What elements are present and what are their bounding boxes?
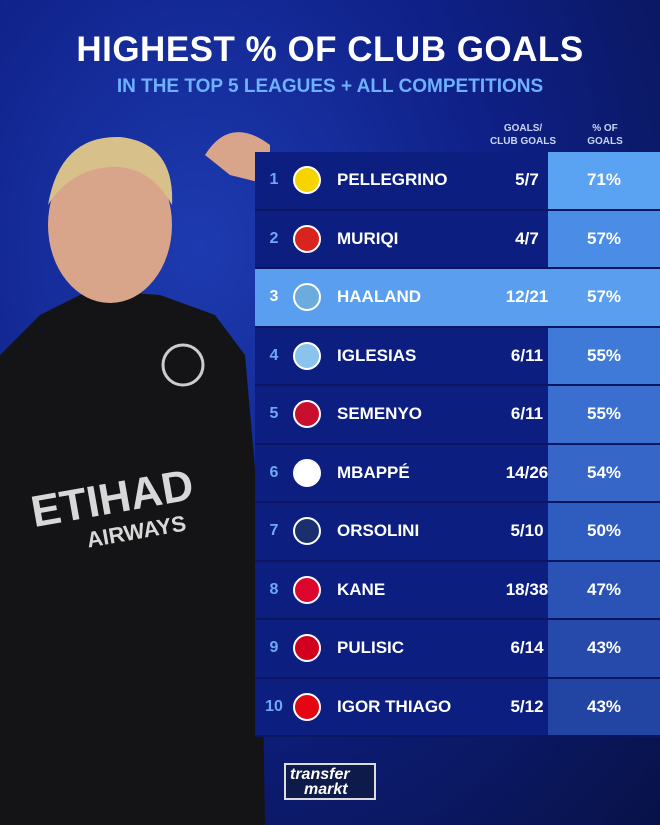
player-name: ORSOLINI: [337, 521, 420, 541]
rank: 1: [269, 171, 279, 189]
rank: 8: [269, 580, 279, 598]
bournemouth-crest-icon: [293, 400, 321, 429]
table-row: 2 MURIQI 4/7 57%: [255, 210, 660, 269]
parma-crest-icon: [293, 166, 321, 195]
player-name: PELLEGRINO: [337, 170, 448, 190]
goal-percentage: 55%: [548, 327, 660, 384]
table-row: 5 SEMENYO 6/11 55%: [255, 386, 660, 445]
player-name: MURIQI: [337, 228, 399, 248]
bayern-crest-icon: [293, 575, 321, 604]
rank: 6: [269, 463, 279, 481]
man-city-crest-icon: [293, 283, 321, 312]
rank: 2: [269, 229, 279, 247]
brentford-crest-icon: [293, 692, 321, 721]
player-name: KANE: [337, 579, 386, 599]
page-subtitle: IN THE TOP 5 LEAGUES + ALL COMPETITIONS: [116, 76, 544, 97]
celta-crest-icon: [293, 341, 321, 370]
goals-ratio: 18/38: [505, 579, 549, 599]
mallorca-crest-icon: [293, 224, 321, 253]
goals-ratio: 5/12: [510, 696, 544, 716]
ranking-table: 1 PELLEGRINO 5/7 71% 2 MURIQI 4/7 57% 3 HA…: [255, 152, 660, 737]
goal-percentage: 50%: [548, 503, 660, 560]
table-row: 4 IGLESIAS 6/11 55%: [255, 327, 660, 386]
goal-percentage: 71%: [548, 152, 660, 209]
column-header-ratio: GOALS/ CLUB GOALS: [489, 123, 557, 147]
rank: 9: [269, 639, 279, 657]
goals-ratio: 6/14: [510, 638, 544, 658]
player-name: PULISIC: [337, 638, 405, 658]
player-name: IGLESIAS: [337, 345, 417, 365]
goals-ratio: 12/21: [505, 287, 549, 307]
goal-percentage: 54%: [548, 444, 660, 501]
transfermarkt-logo: transfer markt: [284, 763, 376, 800]
rank: 3: [269, 288, 279, 306]
table-row: 8 KANE 18/38 47%: [255, 561, 660, 620]
goal-percentage: 43%: [548, 678, 660, 735]
goals-ratio: 14/26: [505, 462, 549, 482]
milan-crest-icon: [293, 634, 321, 663]
table-row: 9 PULISIC 6/14 43%: [255, 620, 660, 679]
goal-percentage: 55%: [548, 386, 660, 443]
goals-ratio: 4/7: [515, 228, 539, 248]
rank: 10: [265, 697, 283, 715]
table-row: 3 HAALAND 12/21 57%: [255, 269, 660, 328]
column-header-pct: % OF GOALS: [587, 123, 623, 147]
player-name: HAALAND: [337, 287, 422, 307]
page-title: HIGHEST % OF CLUB GOALS: [76, 30, 584, 69]
player-name: SEMENYO: [337, 404, 423, 424]
goals-ratio: 6/11: [510, 345, 544, 365]
goal-percentage: 57%: [548, 269, 660, 326]
goal-percentage: 57%: [548, 210, 660, 267]
goal-percentage: 47%: [548, 561, 660, 618]
real-madrid-crest-icon: [293, 458, 321, 487]
player-name: MBAPPÉ: [337, 462, 410, 482]
player-name: IGOR THIAGO: [337, 696, 452, 716]
rank: 5: [269, 405, 279, 423]
rank: 7: [269, 522, 279, 540]
goal-percentage: 43%: [548, 620, 660, 677]
table-row: 10 IGOR THIAGO 5/12 43%: [255, 678, 660, 737]
player-photo: ETIHAD AIRWAYS: [0, 132, 270, 825]
table-row: 1 PELLEGRINO 5/7 71%: [255, 152, 660, 211]
goals-ratio: 5/7: [515, 170, 539, 190]
bologna-crest-icon: [293, 517, 321, 546]
table-row: 6 MBAPPÉ 14/26 54%: [255, 444, 660, 503]
table-row: 7 ORSOLINI 5/10 50%: [255, 503, 660, 562]
rank: 4: [269, 346, 279, 364]
goals-ratio: 5/10: [510, 521, 544, 541]
goals-ratio: 6/11: [510, 404, 544, 424]
